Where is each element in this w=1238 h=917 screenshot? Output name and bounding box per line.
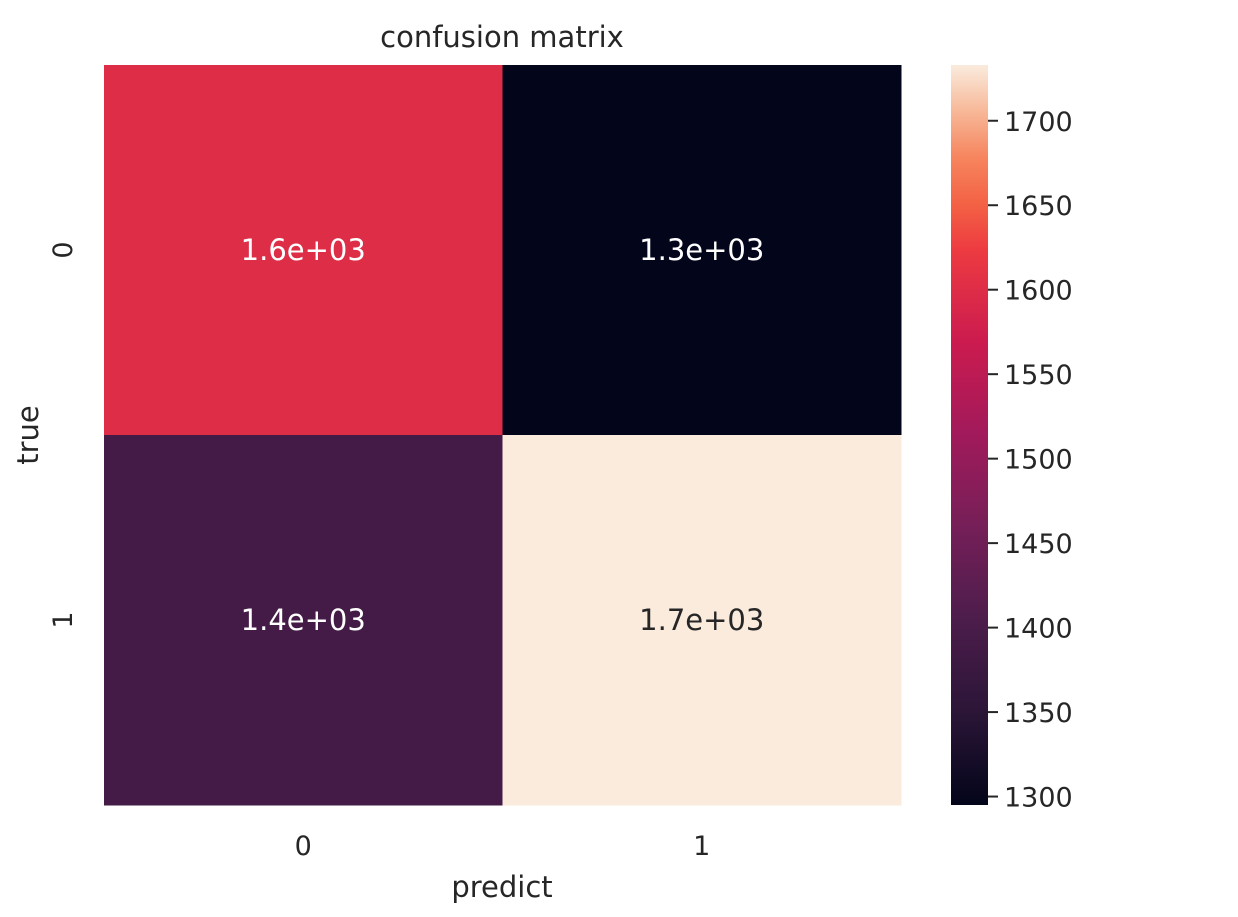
heatmap-cell-1-1 [502,435,902,806]
chart-title: confusion matrix [380,20,624,54]
y-tick-label-0: 0 [48,241,79,258]
colorbar-tick-label-1300: 1300 [1004,783,1073,814]
heatmap-cell-0-1 [502,65,902,436]
cell-annotation-1-0: 1.4e+03 [241,603,366,637]
cell-annotations: 1.6e+03 1.3e+03 1.4e+03 1.7e+03 [241,233,765,637]
cell-annotation-1-1: 1.7e+03 [639,603,764,637]
y-tick-label-1: 1 [48,611,79,628]
colorbar-tick-label-1550: 1550 [1004,360,1073,391]
cell-annotation-0-1: 1.3e+03 [639,233,764,267]
heatmap-cell-0-0 [104,65,503,436]
x-tick-label-0: 0 [295,831,312,862]
colorbar-tick-label-1500: 1500 [1004,445,1073,476]
colorbar-tick-label-1400: 1400 [1004,614,1073,645]
x-tick-label-1: 1 [693,831,710,862]
colorbar-tick-label-1350: 1350 [1004,698,1073,729]
colorbar-tick-label-1600: 1600 [1004,276,1073,307]
y-axis-label: true [11,405,45,465]
heatmap-cell-1-0 [104,435,503,806]
colorbar-tick-label-1450: 1450 [1004,529,1073,560]
cell-annotation-0-0: 1.6e+03 [241,233,366,267]
colorbar-tick-label-1650: 1650 [1004,191,1073,222]
colorbar-tick-label-1700: 1700 [1004,107,1073,138]
colorbar [951,65,988,805]
x-axis-label: predict [451,870,552,904]
heatmap-cells [104,65,902,806]
y-tick-labels: 01 [48,241,79,628]
colorbar-ticks: 1300 1350 1400 1450 1500 1550 1600 1650 1700 [988,107,1073,814]
